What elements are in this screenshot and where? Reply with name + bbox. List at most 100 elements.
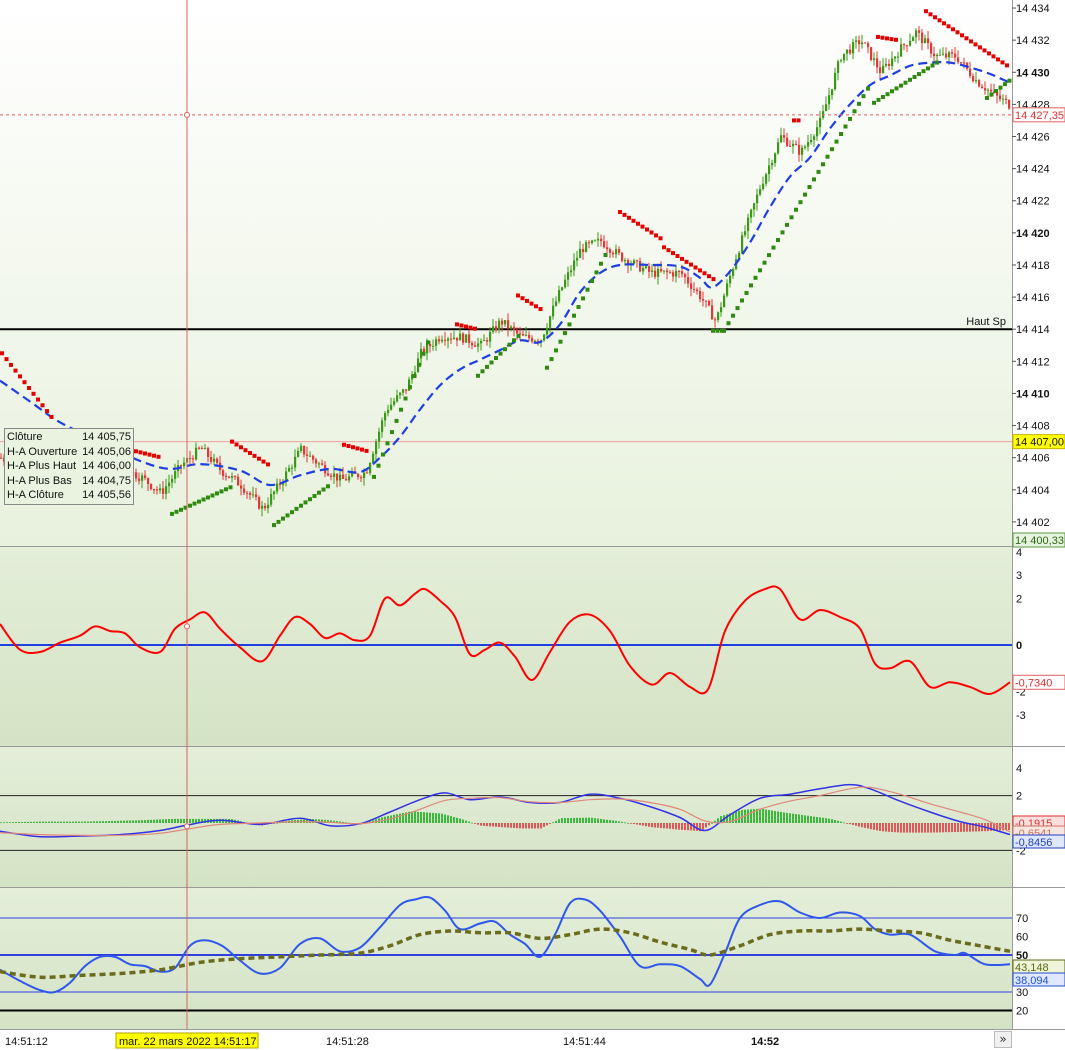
candle-body [435,339,438,346]
sar-dot-top [689,262,693,267]
candle-body [552,305,555,317]
candle-body [414,372,417,375]
sar-dot-top [631,218,636,223]
low-price-label: 14 400,33 [1015,535,1064,547]
candle-body [852,42,855,54]
time-tick-label: 14:51:28 [326,1036,369,1048]
scroll-right-button[interactable]: » [994,1031,1012,1048]
price-tick-label: 14 430 [1016,67,1050,79]
macd-histogram-bar [822,817,824,823]
candle-body [141,475,144,481]
macd-histogram-bar [459,818,461,823]
sar-dot-top [928,12,933,17]
tooltip-value: 14 405,75 [82,431,131,443]
sar-dot-bottom [308,497,312,502]
candle-body [309,455,312,457]
candle-body [837,61,840,73]
sar-dot-top [880,35,885,40]
macd-histogram-bar [966,823,968,832]
macd-histogram-bar [618,821,620,823]
sar-dot-bottom [412,374,417,378]
macd-histogram-bar [960,823,962,832]
macd-histogram-bar [48,821,50,823]
sar-dot-top [645,227,649,232]
sar-dot-top [636,221,640,226]
sar-dot-top [792,118,796,123]
candle-body [891,58,894,66]
candle-body [1002,98,1005,100]
macd-histogram-bar [681,823,683,830]
sar-dot-top [257,456,261,461]
candle-body [579,248,582,258]
candle-body [708,301,711,306]
ohlc-tooltip: Clôture 14 405,75 H-A Ouverture 14 405,06 … [4,428,134,505]
candle-body [345,478,348,481]
candle-body [909,41,912,46]
macd-histogram-bar [603,819,605,823]
macd-histogram-bar [333,820,335,823]
macd-histogram-bar [699,823,701,832]
macd-histogram-bar [888,823,890,832]
candle-body [165,486,168,494]
macd-histogram-bar [651,823,653,828]
candle-body [231,476,234,478]
candle-body [795,143,798,145]
sar-dot-bottom [485,364,489,369]
macd-histogram-bar [933,823,935,833]
macd-histogram-bar [792,813,794,823]
sar-dot-top [22,380,27,385]
sar-dot-bottom [498,351,503,356]
sar-dot-bottom [188,503,192,508]
sar-dot-top [627,215,631,220]
candle-body [222,470,225,476]
low-price-label-bg [1012,532,1065,548]
macd-histogram-bar [561,818,563,823]
sar-dot-bottom [174,509,179,514]
macd-histogram-bar [597,818,599,823]
sar-dot-bottom [567,322,572,327]
macd-histogram-bar [747,809,749,823]
sar-dot-bottom [294,506,299,511]
macd-last-label: -0,8456 [1015,837,1052,849]
macd-histogram-bar [39,821,41,823]
candle-body [270,494,273,505]
macd-histogram-bar [201,818,203,823]
price-tick-label: 14 416 [1016,292,1050,304]
macd-histogram-bar [636,823,638,825]
macd-histogram-bar [696,823,698,831]
sar-dot-bottom [512,338,516,343]
macd-histogram-bar [522,823,524,829]
macd-histogram-bar [3,822,5,824]
candle-body [453,337,456,339]
candle-body [753,203,756,210]
candle-body [282,482,285,485]
sar-dot-top [933,15,937,20]
tooltip-label: H-A Plus Bas [7,474,72,487]
candle-body [510,326,513,329]
sar-dot-top [143,451,147,456]
macd-histogram-bar [375,819,377,823]
candle-body [741,235,744,253]
candle-body [990,89,993,92]
candle-body [801,147,804,155]
sar-dot-bottom [803,192,807,197]
macd-histogram-bar [579,817,581,823]
macd-histogram-bar [162,819,164,823]
candle-body [732,269,735,276]
sar-dot-top [239,445,243,450]
sar-dot-top [707,274,711,279]
sar-dot-bottom [917,72,921,77]
sar-dot-bottom [876,97,881,102]
sar-dot-bottom [372,474,376,479]
candle-body [942,53,945,55]
macd-histogram-bar [42,821,44,823]
osc-tick-label: 2 [1016,593,1022,605]
macd-histogram-bar [564,818,566,823]
macd-histogram-bar [567,818,569,823]
macd-histogram-bar [444,814,446,823]
candle-body [858,40,861,45]
price-tick-label: 14 402 [1016,517,1050,529]
candle-body [462,333,465,343]
candle-body [318,463,321,465]
